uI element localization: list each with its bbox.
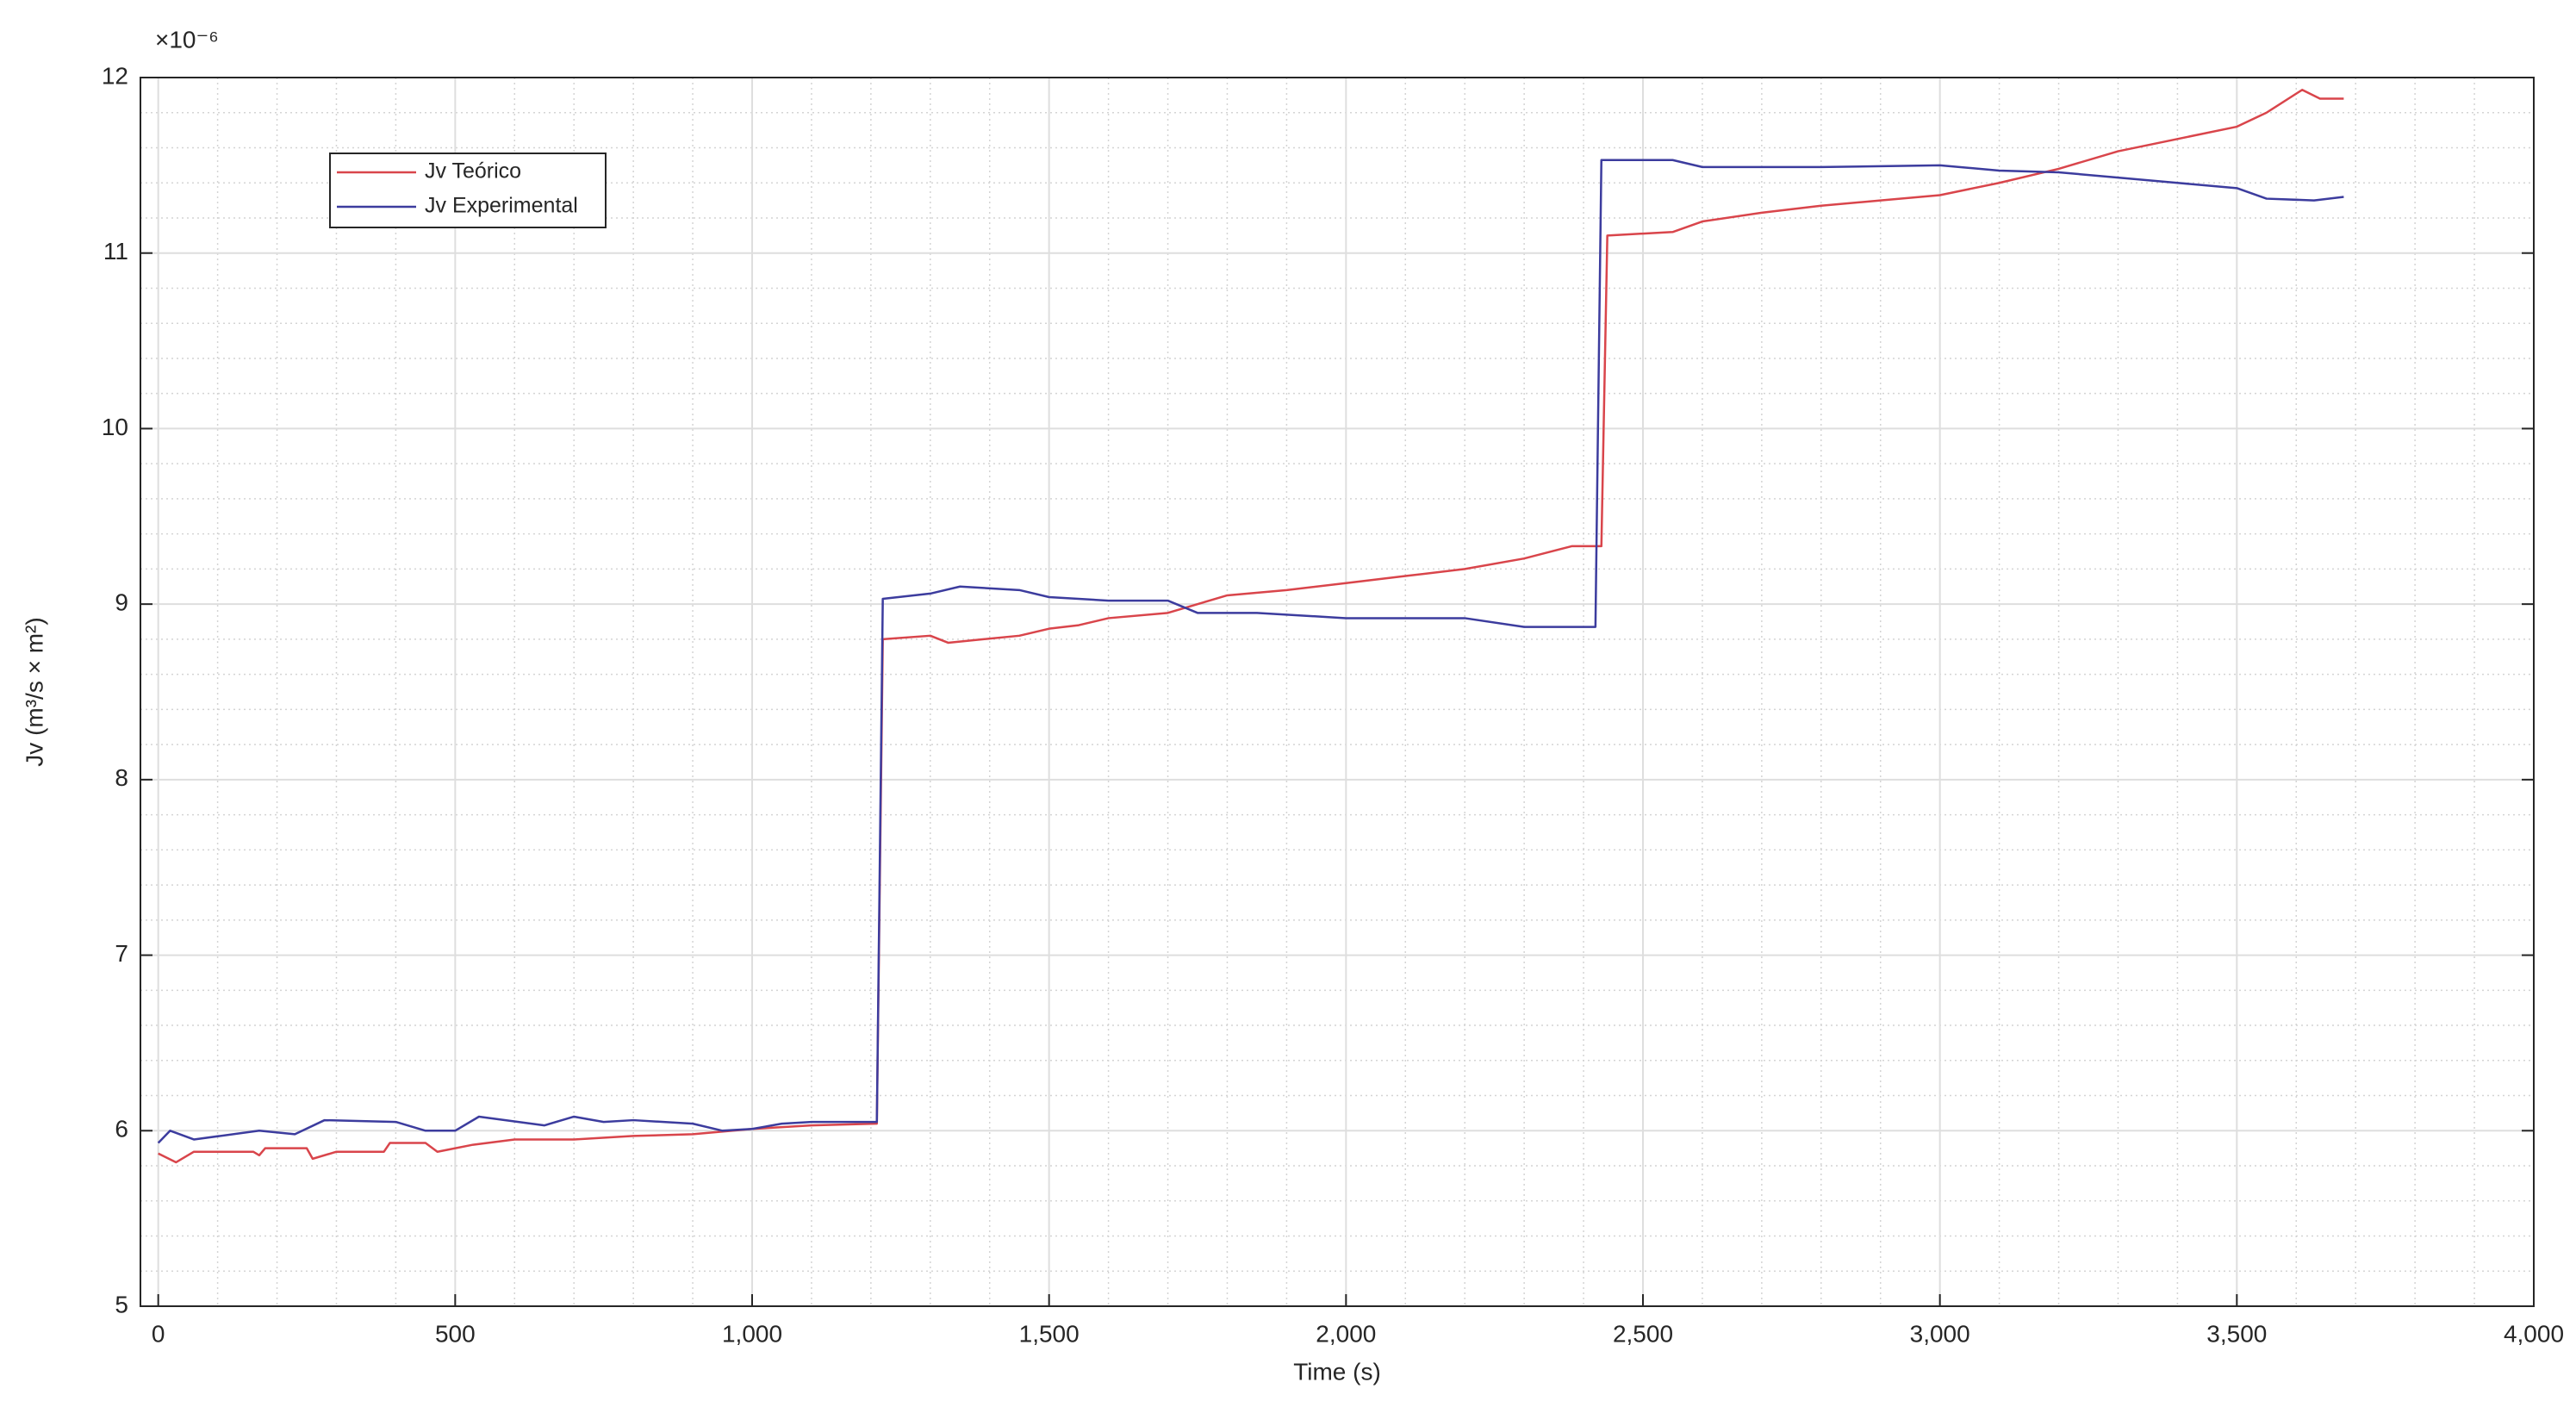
y-tick-label: 5 (115, 1291, 128, 1317)
y-axis-label: Jv (m³/s × m²) (21, 617, 47, 766)
y-tick-label: 10 (102, 414, 128, 440)
y-tick-label: 9 (115, 589, 128, 616)
axes-box (140, 77, 2535, 1307)
x-tick-label: 2,500 (1613, 1320, 1673, 1347)
x-tick-label: 1,000 (722, 1320, 782, 1347)
legend-box (329, 153, 607, 228)
x-tick-label: 3,000 (1910, 1320, 1970, 1347)
legend-label: Jv Experimental (425, 194, 578, 218)
x-tick-label: 1,500 (1019, 1320, 1080, 1347)
legend: Jv Teórico Jv Experimental (329, 153, 607, 228)
x-axis-label: Time (s) (1293, 1358, 1381, 1385)
series-line (158, 89, 2344, 1164)
x-tick-label: 4,000 (2504, 1320, 2564, 1347)
y-tick-label: 11 (103, 238, 128, 265)
y-tick-label: 7 (115, 940, 128, 967)
y-tick-label: 6 (115, 1116, 128, 1143)
x-tick-label: 500 (435, 1320, 476, 1347)
y-tick-label: 8 (115, 764, 128, 791)
plot-area (140, 78, 2534, 1306)
x-tick-label: 3,500 (2206, 1320, 2267, 1347)
legend-label: Jv Teórico (425, 159, 521, 184)
x-tick-label: 0 (152, 1320, 165, 1347)
y-tick-label: 12 (102, 62, 128, 89)
exponent-label: ×10⁻⁶ (155, 26, 219, 53)
x-tick-label: 2,000 (1316, 1320, 1376, 1347)
series-line (157, 159, 2344, 1144)
